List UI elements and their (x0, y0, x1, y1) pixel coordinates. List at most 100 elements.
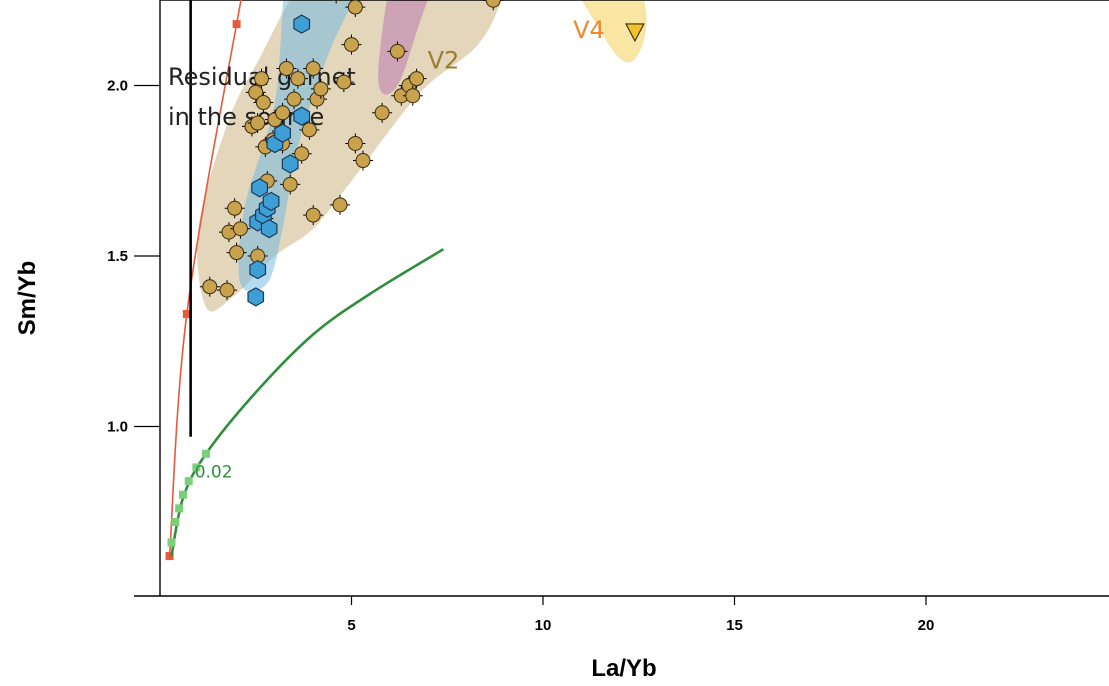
data-points (199, 0, 645, 307)
circle-point (224, 198, 245, 219)
circle-point (291, 143, 312, 164)
hexagon-point (251, 178, 268, 198)
circle-point (330, 194, 351, 215)
circle-marker (275, 105, 291, 121)
circle-point (387, 41, 408, 62)
circle-marker (255, 95, 271, 111)
circle-marker (332, 197, 348, 213)
curve-marker (201, 449, 210, 458)
circle-marker (336, 74, 352, 90)
circle-marker (305, 60, 321, 76)
curve-marker (171, 517, 180, 526)
circle-marker (374, 105, 390, 121)
y-tick-label: 1.5 (107, 248, 128, 265)
circle-point (483, 0, 504, 11)
x-axis-title: La/Yb (591, 655, 656, 682)
curve-marker (182, 309, 191, 318)
circle-point (284, 89, 305, 110)
circle-marker (305, 207, 321, 223)
hexagon-point (274, 123, 291, 143)
circle-point (276, 58, 297, 79)
x-tick-label: 5 (347, 617, 355, 634)
circle-marker (229, 245, 245, 261)
hexagon-point (262, 191, 280, 212)
hexagon-point (249, 259, 267, 280)
x-axis-ticks: 5 10 15 20 (347, 596, 934, 634)
circle-point (402, 85, 423, 106)
circle-marker (278, 60, 294, 76)
circle-point (372, 102, 393, 123)
circle-point (333, 72, 354, 93)
circle-marker (409, 71, 425, 87)
circle-marker (253, 71, 269, 87)
circle-point (352, 150, 373, 171)
curve-label: 0.02 (195, 463, 233, 483)
circle-point (272, 102, 293, 123)
x-tick-label: 20 (918, 617, 935, 634)
melting-curves: 0.020.040.060.080.10.02 (165, 0, 445, 561)
circle-marker (355, 153, 371, 169)
y-axis-ticks: 1.01.52.02.53.03.5 (107, 78, 160, 436)
circle-marker (344, 37, 359, 53)
curve-marker (165, 552, 174, 561)
circle-marker (290, 71, 306, 87)
circle-marker (219, 282, 235, 298)
circle-marker (405, 88, 421, 104)
circle-marker (347, 0, 363, 15)
curve-marker (192, 463, 201, 472)
circle-marker (485, 0, 501, 8)
circle-point (332, 0, 340, 4)
circle-point (199, 276, 220, 297)
field-label-v2: V2 (428, 46, 460, 74)
circle-point (245, 82, 266, 103)
circle-point (303, 58, 324, 79)
x-tick-label: 15 (726, 617, 743, 634)
y-tick-label: 1.0 (107, 419, 128, 436)
circle-point (406, 68, 427, 89)
curve-marker (175, 504, 184, 513)
field-labels: V1V2V3V4 (428, 16, 605, 75)
curve-marker (178, 490, 187, 499)
circle-point (247, 113, 268, 134)
field-label-v4: V4 (573, 16, 605, 44)
circle-point (345, 0, 366, 18)
circle-marker (301, 122, 317, 138)
circle-point (345, 133, 366, 154)
y-tick-label: 2.0 (107, 78, 128, 95)
triangle-down-point (625, 23, 645, 43)
circle-marker (313, 81, 329, 97)
circle-marker (389, 43, 405, 59)
circle-point (287, 68, 308, 89)
x-tick-label: 10 (535, 617, 552, 634)
circle-point (217, 280, 238, 301)
hexagon-point (293, 14, 311, 34)
circle-point (251, 68, 272, 89)
circle-point (253, 92, 274, 113)
circle-point (310, 78, 331, 99)
circle-marker (232, 221, 248, 237)
curve-marker (167, 538, 176, 547)
hexagon-point (247, 287, 265, 307)
circle-point (299, 119, 320, 140)
field-regions (197, 0, 647, 312)
circle-marker (347, 135, 363, 151)
circle-marker (250, 115, 266, 131)
circle-point (230, 218, 251, 239)
circle-point (341, 34, 362, 55)
hexagon-point (281, 154, 299, 174)
circle-marker (202, 279, 218, 295)
circle-point (226, 242, 247, 263)
hexagon-point (293, 106, 311, 126)
curve-marker (184, 477, 193, 486)
circle-marker (227, 200, 243, 216)
melting-curve-line (168, 0, 242, 557)
circle-marker (286, 91, 302, 107)
hexagon-point (260, 219, 278, 239)
circle-point (303, 205, 324, 226)
circle-point (280, 174, 301, 195)
circle-marker (248, 84, 264, 100)
circle-marker (294, 146, 310, 162)
field-v4 (581, 0, 647, 63)
y-axis-title: Sm/Yb (14, 261, 41, 336)
